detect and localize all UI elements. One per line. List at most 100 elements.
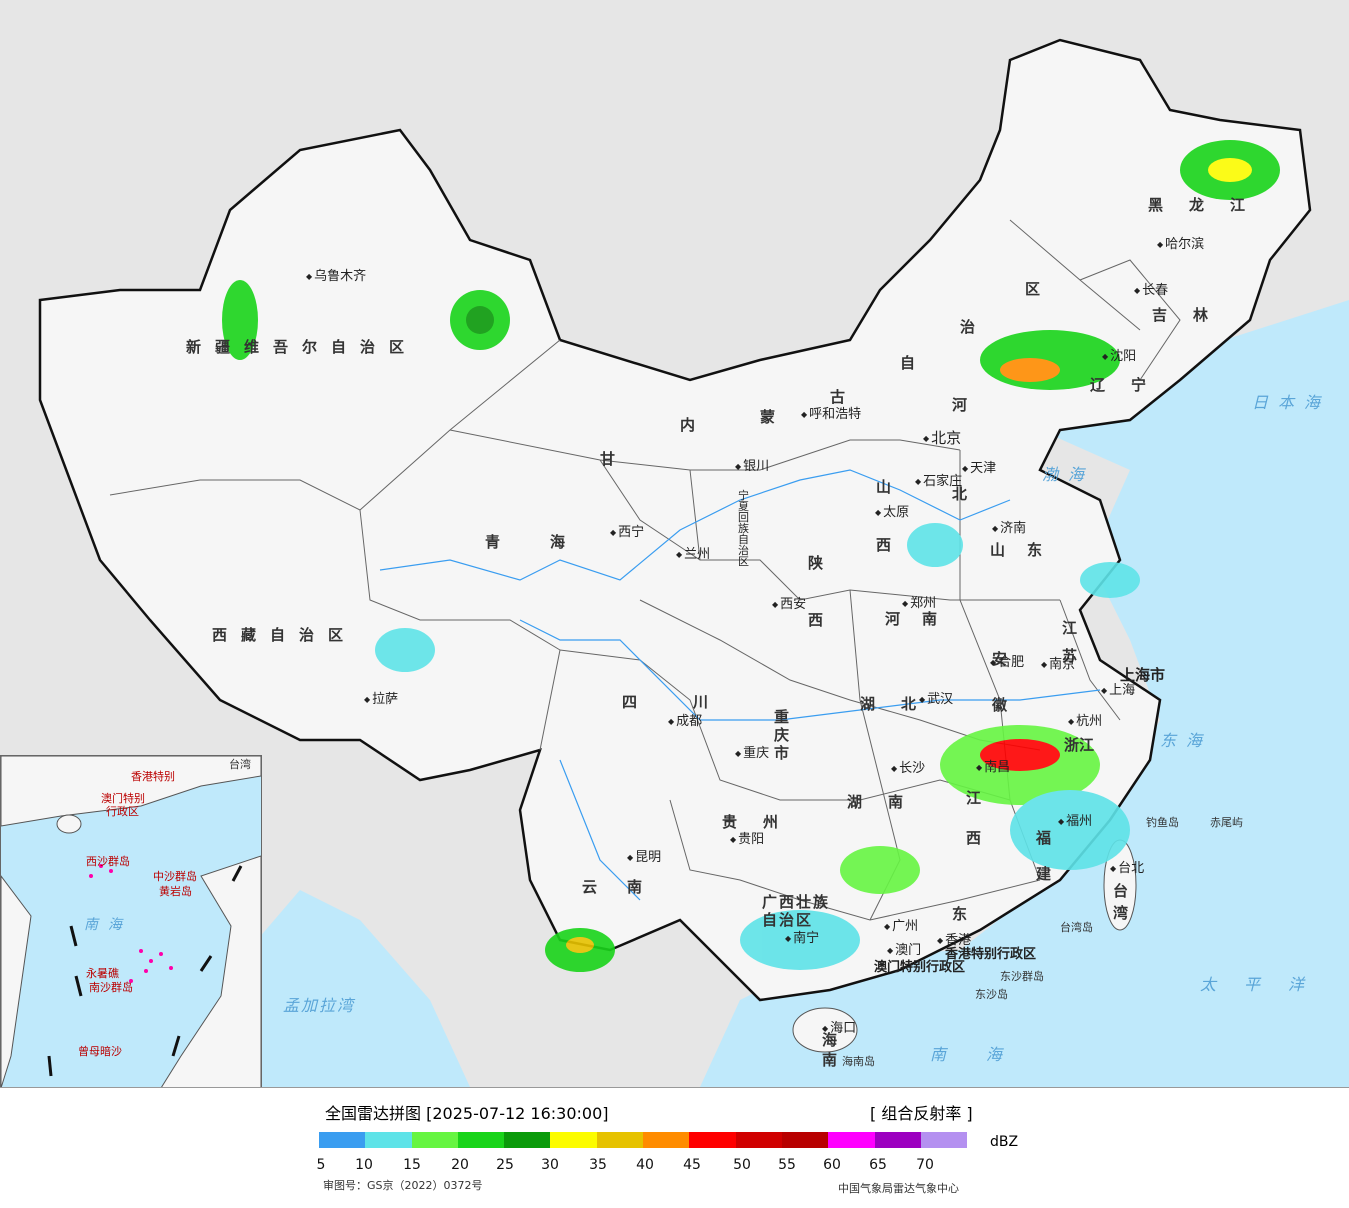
title-text: 全国雷达拼图	[325, 1104, 422, 1123]
city-nanchang: 南昌	[976, 761, 1010, 774]
region-anhui: 安徽	[992, 650, 1008, 714]
legend-tick: 35	[589, 1157, 607, 1173]
inset-taiwan: 台湾	[229, 758, 251, 771]
radar-echoes	[222, 140, 1280, 972]
region-qinghai: 青海	[485, 533, 616, 551]
sea-pacific: 太平洋	[1200, 975, 1333, 994]
region-macau-sar: 澳门特别行政区	[874, 960, 966, 975]
region-hk-sar: 香港特别行政区	[945, 947, 1037, 962]
inset-sea: 南海	[84, 917, 132, 933]
city-taipei: 台北	[1110, 862, 1144, 875]
legend-tick: 40	[636, 1157, 654, 1173]
region-guangdong: 东	[952, 905, 982, 923]
region-zhejiang: 浙江	[1064, 736, 1095, 754]
legend-swatch-7	[643, 1132, 690, 1148]
region-shaanxi-1: 陕	[808, 554, 838, 572]
city-shijiazhuang: 石家庄	[915, 475, 962, 488]
legend-swatch-13	[920, 1132, 968, 1148]
region-hunan: 湖南	[847, 793, 930, 811]
city-wuhan: 武汉	[919, 693, 953, 706]
legend-tick: 65	[869, 1157, 887, 1173]
region-neimenggu-3: 古	[830, 388, 860, 406]
region-yunnan: 云南	[582, 878, 673, 896]
region-shandong: 山东	[990, 541, 1065, 559]
island-hainan: 海南岛	[842, 1055, 875, 1068]
region-shanxi-2: 西	[876, 536, 906, 554]
legend-tick: 70	[916, 1157, 934, 1173]
region-hebei-2: 北	[952, 485, 982, 503]
agency: 中国气象局雷达气象中心	[838, 1182, 959, 1195]
legend-tick: 10	[355, 1157, 373, 1173]
city-shenyang: 沈阳	[1102, 350, 1136, 363]
region-jilin: 吉林	[1152, 306, 1235, 324]
region-neimenggu-6: 区	[1025, 280, 1055, 298]
south-sea-inset: 香港特别 澳门特别 行政区 台湾 西沙群岛 中沙群岛 黄岩岛 南海 永暑礁 南沙…	[0, 755, 262, 1087]
legend-color-bar	[319, 1132, 968, 1148]
city-guiyang: 贵阳	[730, 833, 764, 846]
region-shanxi-1: 山	[876, 478, 906, 496]
inset-admin: 行政区	[106, 805, 139, 818]
region-gansu: 甘	[600, 450, 630, 468]
region-jiangxi: 江西	[966, 789, 982, 847]
review-number: 审图号：GS京（2022）0372号	[323, 1179, 483, 1192]
legend-tick: 60	[823, 1157, 841, 1173]
city-hohhot: 呼和浩特	[801, 408, 861, 421]
legend-ticks: 5 10 15 20 25 30 35 40 45 50 55 60 65 70	[300, 1157, 1000, 1173]
city-hangzhou: 杭州	[1068, 715, 1102, 728]
inset-xisha: 西沙群岛	[86, 855, 130, 868]
island-taiwan: 台湾岛	[1060, 921, 1093, 934]
city-yinchuan: 银川	[735, 460, 769, 473]
city-nanning: 南宁	[785, 932, 819, 945]
legend-tick: 15	[403, 1157, 421, 1173]
inset-nansha: 南沙群岛	[89, 981, 133, 994]
legend-tick: 20	[451, 1157, 469, 1173]
region-guizhou: 贵州	[722, 813, 805, 831]
region-neimenggu-1: 内	[680, 416, 710, 434]
region-hebei-1: 河	[952, 396, 982, 414]
island-diaoyu: 钓鱼岛	[1146, 816, 1179, 829]
legend-tick: 50	[733, 1157, 751, 1173]
legend-swatch-2	[411, 1132, 458, 1148]
legend-unit: dBZ	[990, 1134, 1019, 1150]
sea-japan: 日本海	[1252, 393, 1331, 412]
inset-zhongsha: 中沙群岛	[153, 870, 197, 883]
city-lanzhou: 兰州	[676, 548, 710, 561]
map-title: 全国雷达拼图 [2025-07-12 16:30:00]	[325, 1106, 609, 1122]
region-shanghai: 上海市	[1120, 666, 1166, 684]
city-macau: 澳门	[887, 944, 921, 957]
legend-tick: 5	[316, 1157, 326, 1173]
city-beijing: 北京	[923, 431, 961, 446]
legend-swatch-3	[457, 1132, 505, 1148]
inset-canvas	[1, 756, 261, 1087]
region-neimenggu-2: 蒙	[760, 408, 790, 426]
legend-swatch-6	[596, 1132, 644, 1148]
timestamp: [2025-07-12 16:30:00]	[426, 1104, 609, 1123]
sea-bengal: 孟加拉湾	[283, 996, 356, 1015]
city-chengdu: 成都	[668, 715, 702, 728]
inset-hk: 香港特别	[131, 770, 175, 783]
legend-tick: 25	[496, 1157, 514, 1173]
legend-swatch-0	[319, 1132, 366, 1148]
region-neimenggu-5: 治	[960, 318, 990, 336]
legend-swatch-10	[781, 1132, 829, 1148]
region-chongqing: 重庆市	[774, 708, 790, 762]
radar-map: 新疆维吾尔自治区 西藏自治区 青海 甘 内 蒙 古 自 治 区 黑龙江 吉林 辽…	[0, 0, 1349, 1088]
city-harbin: 哈尔滨	[1157, 238, 1204, 251]
legend-swatch-9	[735, 1132, 782, 1148]
sea-bohai: 渤海	[1042, 465, 1095, 484]
region-shaanxi-2: 西	[808, 611, 838, 629]
inset-huangyan: 黄岩岛	[159, 885, 192, 898]
city-kunming: 昆明	[627, 851, 661, 864]
city-lhasa: 拉萨	[364, 693, 398, 706]
city-shanghai: 上海	[1101, 684, 1135, 697]
city-fuzhou: 福州	[1058, 815, 1092, 828]
inset-macau: 澳门特别	[101, 792, 145, 805]
region-liaoning: 辽宁	[1090, 376, 1173, 394]
island-dongsha-islands: 东沙群岛	[1000, 970, 1044, 983]
city-urumqi: 乌鲁木齐	[306, 270, 366, 283]
region-xinjiang: 新疆维吾尔自治区	[186, 338, 419, 356]
region-ningxia: 宁夏回族自治区	[738, 489, 749, 568]
city-chongqing: 重庆	[735, 747, 769, 760]
legend-tick: 30	[541, 1157, 559, 1173]
region-sichuan: 四川	[622, 693, 765, 711]
